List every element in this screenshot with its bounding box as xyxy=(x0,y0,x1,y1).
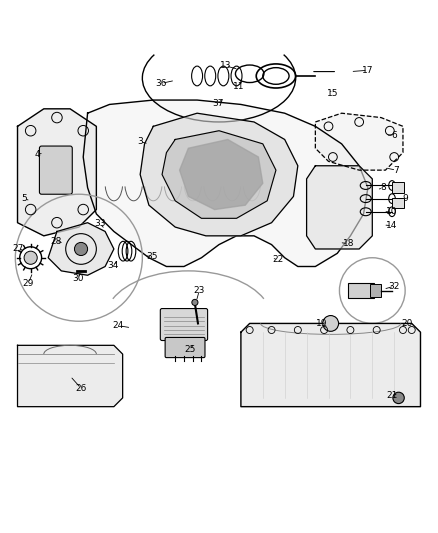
Polygon shape xyxy=(18,109,96,236)
Bar xyxy=(370,284,381,297)
Text: 21: 21 xyxy=(386,391,398,400)
Bar xyxy=(392,198,404,208)
Text: 34: 34 xyxy=(107,261,119,270)
Polygon shape xyxy=(315,113,403,170)
Text: 24: 24 xyxy=(113,321,124,330)
Text: 7: 7 xyxy=(393,166,399,175)
Circle shape xyxy=(192,300,198,305)
Text: 6: 6 xyxy=(391,131,397,140)
Text: 29: 29 xyxy=(23,279,34,288)
Text: 35: 35 xyxy=(147,252,158,261)
Text: 5: 5 xyxy=(21,194,27,203)
FancyBboxPatch shape xyxy=(165,337,205,358)
Circle shape xyxy=(323,316,339,332)
Text: 3: 3 xyxy=(137,137,143,146)
Text: 10: 10 xyxy=(386,207,398,216)
Text: 32: 32 xyxy=(389,282,400,290)
Text: 20: 20 xyxy=(402,319,413,328)
Text: 25: 25 xyxy=(185,345,196,354)
Text: 37: 37 xyxy=(212,99,224,108)
Polygon shape xyxy=(140,113,298,236)
Polygon shape xyxy=(180,140,263,209)
Text: 27: 27 xyxy=(13,244,24,253)
Text: 28: 28 xyxy=(50,237,62,246)
Circle shape xyxy=(24,251,37,264)
Text: 26: 26 xyxy=(75,384,87,393)
Polygon shape xyxy=(162,131,276,219)
Text: 15: 15 xyxy=(327,89,339,98)
Text: 14: 14 xyxy=(386,221,398,230)
Text: 4: 4 xyxy=(35,150,40,159)
Text: 19: 19 xyxy=(316,319,328,328)
FancyBboxPatch shape xyxy=(160,309,208,341)
FancyBboxPatch shape xyxy=(39,146,72,194)
Polygon shape xyxy=(18,345,123,407)
Text: 33: 33 xyxy=(94,219,106,228)
Text: 8: 8 xyxy=(380,183,386,192)
Polygon shape xyxy=(48,223,114,275)
Text: 18: 18 xyxy=(343,239,354,248)
Bar xyxy=(348,282,374,298)
Text: 23: 23 xyxy=(194,286,205,295)
Polygon shape xyxy=(83,100,368,266)
Polygon shape xyxy=(307,166,372,249)
Polygon shape xyxy=(241,324,420,407)
Text: 11: 11 xyxy=(233,82,244,91)
Circle shape xyxy=(393,392,404,403)
Text: 30: 30 xyxy=(72,274,84,283)
Text: 9: 9 xyxy=(402,194,408,203)
Circle shape xyxy=(74,243,88,255)
Text: 13: 13 xyxy=(220,61,231,70)
Text: 36: 36 xyxy=(155,79,167,88)
Bar xyxy=(392,182,404,193)
Text: 22: 22 xyxy=(272,255,284,264)
Text: 17: 17 xyxy=(362,66,374,75)
